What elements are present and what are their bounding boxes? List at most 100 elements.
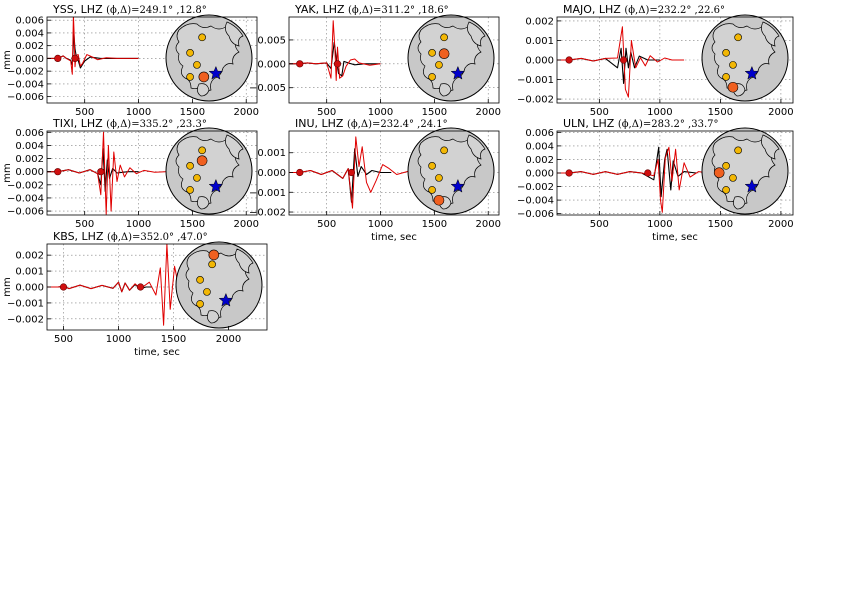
y-axis-label: mm — [2, 163, 13, 182]
y-axis-label: mm — [2, 277, 13, 296]
coastline — [733, 196, 746, 210]
panel-title: KBS, LHZ (ϕ,Δ)=352.0° ,47.0° — [53, 230, 208, 243]
observed-trace — [289, 148, 392, 203]
synthetic-trace — [289, 136, 424, 209]
x-tick-label: 1000 — [368, 219, 393, 230]
x-tick-label: 500 — [317, 107, 336, 118]
y-tick-label: −0.005 — [249, 83, 286, 94]
station-marker — [438, 48, 450, 60]
phase-pick-marker — [333, 60, 342, 68]
event-marker — [208, 260, 216, 269]
event-marker — [196, 276, 204, 284]
coastline — [761, 21, 780, 47]
y-tick-label: −0.002 — [7, 180, 44, 191]
panel-5-inu: 500 1000 1500 2000 −0.002 −0.001 0.000 0.001 INU… — [249, 117, 501, 243]
epicenter-star-icon — [450, 65, 466, 80]
plot-frame — [46, 130, 258, 216]
y-tick-label: 0.000 — [15, 54, 44, 65]
x-tick-label: 500 — [75, 219, 94, 230]
coastline — [439, 83, 452, 97]
station-channel-label: INU, LHZ — [295, 117, 347, 130]
epicenter-star-icon — [450, 178, 466, 193]
synthetic-trace — [557, 26, 685, 98]
plot-frame — [288, 130, 500, 216]
station-channel-label: TIXI, LHZ — [52, 117, 106, 130]
synthetic-trace — [47, 17, 139, 75]
station-channel-label: KBS, LHZ — [53, 230, 107, 243]
x-tick-label: 1000 — [106, 334, 131, 345]
x-tick-label: 500 — [75, 107, 94, 118]
x-tick-label: 1500 — [708, 219, 733, 230]
phase-pick-marker — [347, 168, 356, 177]
x-tick-label: 1500 — [180, 107, 205, 118]
x-tick-label: 1000 — [126, 219, 151, 230]
phase-pick-marker — [59, 283, 68, 291]
y-tick-label: 0.006 — [15, 128, 44, 139]
event-marker — [440, 33, 448, 42]
y-tick-label: −0.001 — [249, 188, 286, 199]
panel-title: YAK, LHZ (ϕ,Δ)=311.2° ,18.6° — [294, 3, 449, 16]
y-tick-label: 0.000 — [257, 168, 286, 179]
x-tick-label: 2000 — [216, 334, 241, 345]
event-marker — [186, 162, 194, 170]
y-tick-label: 0.000 — [15, 167, 44, 178]
x-tick-label: 2000 — [768, 219, 793, 230]
y-tick-label: 0.002 — [525, 16, 554, 27]
panel-7-kbs: 500 1000 1500 2000 −0.002 −0.001 0.000 0.001 0.0… — [2, 230, 268, 358]
x-tick-label: 2000 — [234, 219, 259, 230]
panel-3-majo: 500 1000 1500 2000 −0.002 −0.001 0.000 0.001 0.0… — [517, 3, 794, 118]
coastline — [225, 134, 244, 160]
event-marker — [734, 146, 742, 155]
x-tick-label: 500 — [590, 107, 609, 118]
y-tick-label: 0.004 — [525, 141, 554, 152]
event-marker — [729, 61, 737, 69]
azimuth-distance-label: (ϕ,Δ)=283.2° ,33.7° — [618, 119, 719, 130]
y-tick-label: 0.000 — [257, 59, 286, 70]
phase-pick-marker — [619, 56, 628, 64]
x-tick-label: 500 — [54, 334, 73, 345]
azimuth-distance-label: (ϕ,Δ)=249.1° ,12.8° — [106, 5, 207, 16]
coastline — [467, 134, 486, 160]
observed-trace — [557, 47, 660, 85]
globe-inset — [701, 127, 789, 215]
coastline — [467, 21, 486, 47]
azimuth-distance-label: (ϕ,Δ)=335.2° ,23.3° — [106, 119, 207, 130]
azimuth-distance-label: (ϕ,Δ)=352.0° ,47.0° — [107, 232, 208, 243]
synthetic-trace — [289, 20, 381, 81]
x-tick-label: 1500 — [422, 219, 447, 230]
y-tick-label: −0.001 — [517, 75, 554, 86]
epicenter-star-icon — [208, 65, 224, 80]
event-marker — [729, 174, 737, 182]
y-tick-label: −0.002 — [7, 67, 44, 78]
globe-inset — [175, 241, 263, 329]
x-tick-label: 2000 — [476, 219, 501, 230]
globe-inset — [407, 14, 495, 102]
x-tick-label: 2000 — [768, 107, 793, 118]
event-marker — [440, 146, 448, 155]
x-tick-label: 1000 — [647, 219, 672, 230]
y-tick-label: 0.002 — [15, 251, 44, 262]
y-tick-label: 0.001 — [257, 148, 286, 159]
y-tick-label: 0.004 — [15, 28, 44, 39]
panel-1-yss: 500 1000 1500 2000 −0.006 −0.004−0.002 0.000 0.… — [2, 3, 259, 118]
y-tick-label: −0.001 — [7, 298, 44, 309]
panel-title: YSS, LHZ (ϕ,Δ)=249.1° ,12.8° — [52, 3, 207, 16]
phase-pick-marker — [565, 169, 573, 177]
station-marker — [713, 167, 725, 179]
observed-trace — [47, 33, 139, 69]
y-tick-label: −0.004 — [517, 196, 554, 207]
x-axis-label: time, sec — [371, 232, 417, 243]
x-tick-label: 1500 — [161, 334, 186, 345]
event-marker — [198, 146, 206, 155]
event-marker — [186, 49, 194, 57]
station-marker — [727, 81, 739, 93]
panel-6-uln: 500 1000 1500 2000 −0.006 −0.004 −0.002 0.000 0.… — [517, 117, 794, 243]
event-marker — [428, 162, 436, 170]
station-marker — [198, 71, 210, 83]
x-tick-label: 1500 — [180, 219, 205, 230]
event-marker — [186, 73, 194, 81]
x-tick-label: 500 — [317, 219, 336, 230]
coastline — [235, 248, 254, 274]
coastline — [197, 196, 210, 210]
x-tick-label: 1000 — [368, 107, 393, 118]
